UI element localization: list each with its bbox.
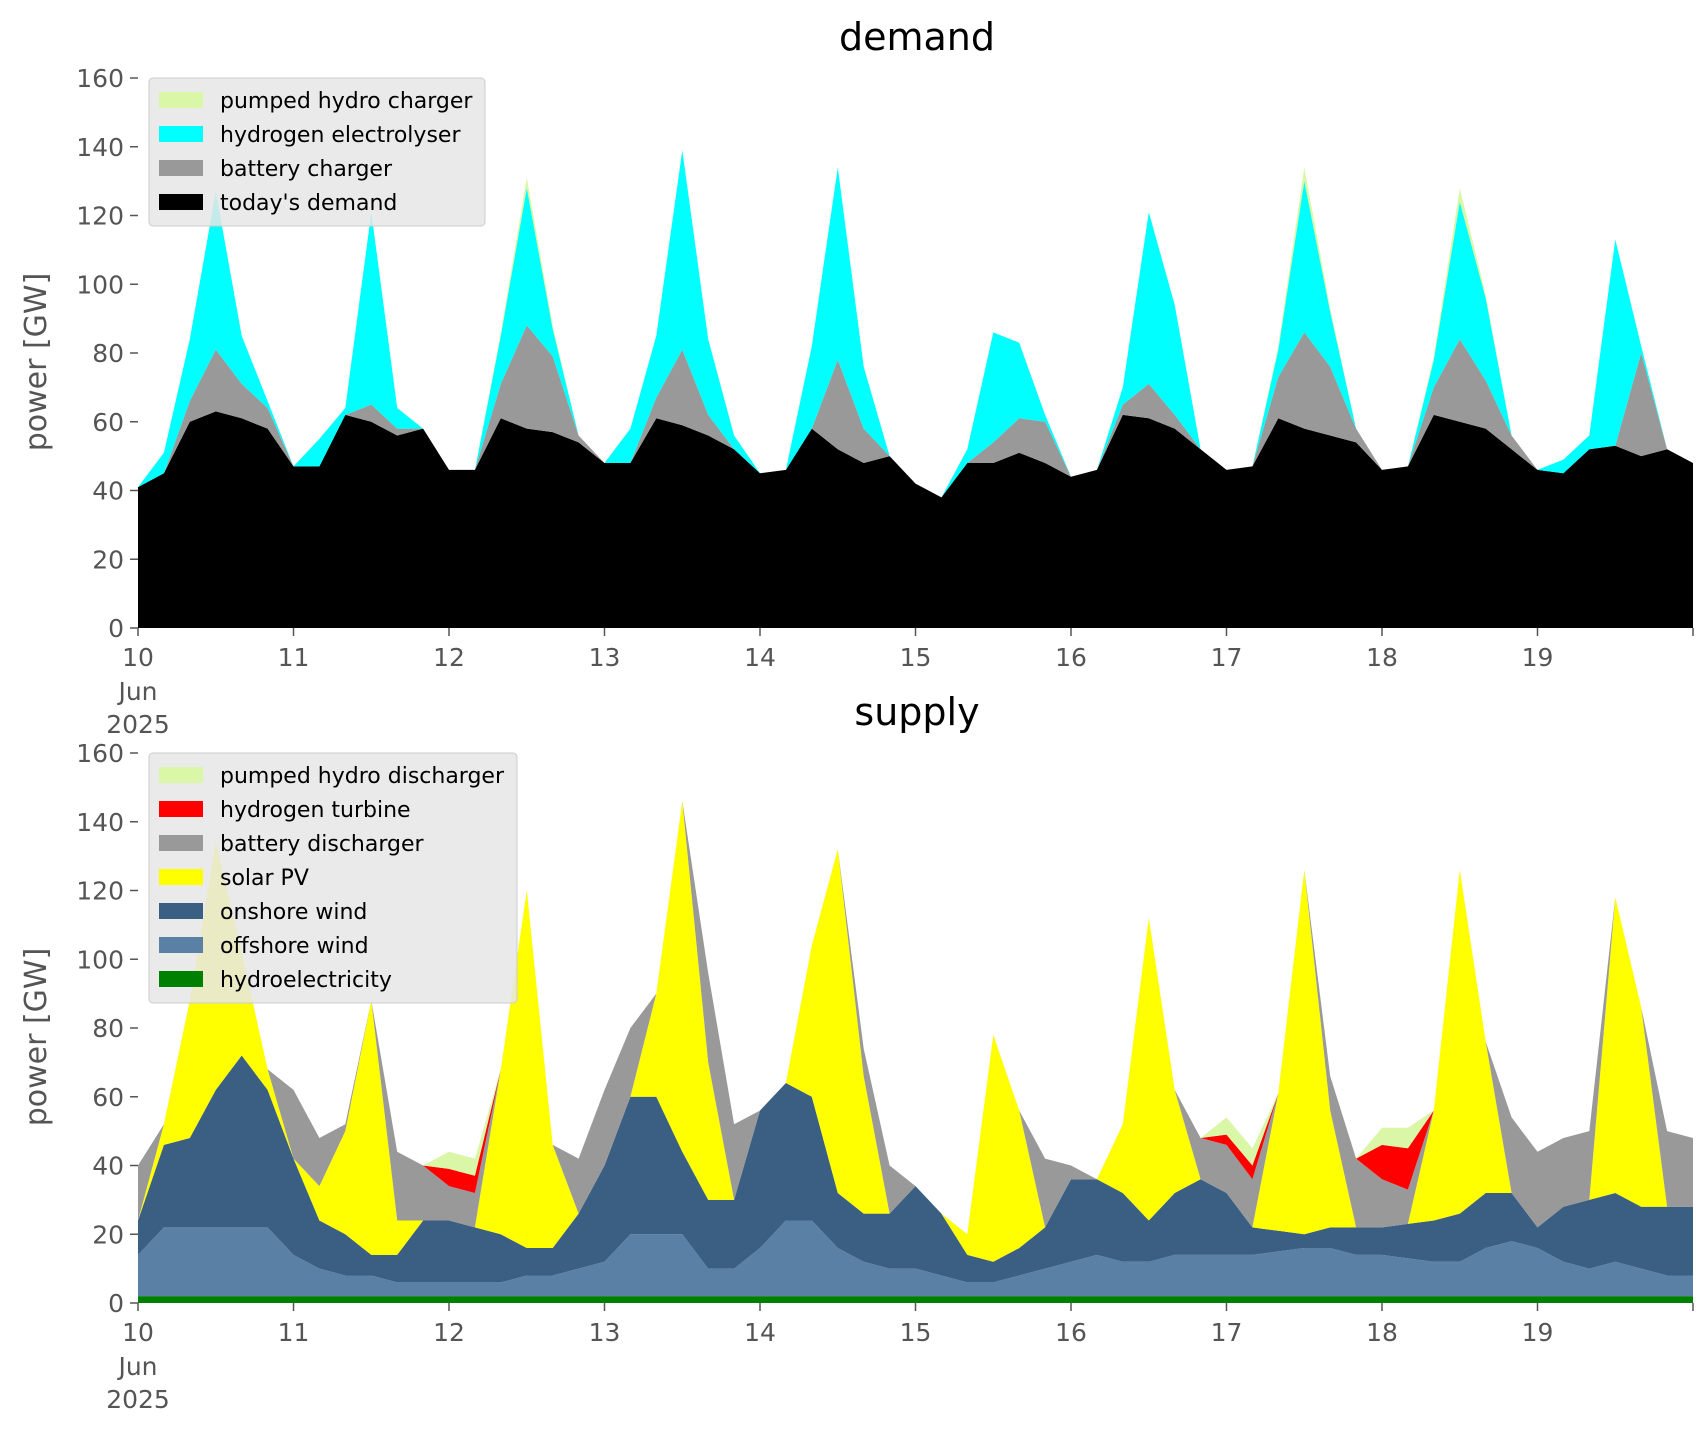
demand-xtick-label: 14 [744, 643, 776, 672]
supply-area-hydroelectricity [138, 1296, 1693, 1303]
demand-ytick-label: 0 [108, 614, 124, 643]
supply-ytick-label: 140 [76, 808, 124, 837]
supply-legend-swatch-solar-pv [159, 869, 203, 885]
supply-ytick-label: 0 [108, 1289, 124, 1318]
demand-y-axis: 0 20 40 60 80 100 120 140 160 [76, 64, 138, 643]
demand-ytick-label: 20 [92, 545, 124, 574]
demand-xtick-label: 10 [122, 643, 154, 672]
supply-ytick-label: 120 [76, 877, 124, 906]
supply-ylabel: power [GW] [19, 948, 54, 1127]
demand-ytick-label: 40 [92, 477, 124, 506]
demand-legend-label-pumped-hydro-charger: pumped hydro charger [220, 89, 473, 114]
demand-areas [138, 150, 1693, 628]
demand-area-battery-charger [138, 325, 1693, 498]
supply-legend-label-hydroelectricity: hydroelectricity [220, 968, 392, 993]
demand-ytick-label: 60 [92, 408, 124, 437]
supply-ytick-label: 20 [92, 1220, 124, 1249]
supply-legend-swatch-offshore-wind [159, 937, 203, 953]
demand-legend-box [148, 77, 486, 227]
supply-xtick-label: 12 [433, 1318, 465, 1347]
demand-legend: pumped hydro charger hydrogen electrolyse… [148, 77, 486, 227]
demand-xtick-label: 17 [1211, 643, 1243, 672]
demand-ytick-label: 120 [76, 202, 124, 231]
supply-xtick-label: 18 [1366, 1318, 1398, 1347]
supply-ytick-label: 40 [92, 1152, 124, 1181]
demand-ylabel: power [GW] [19, 273, 54, 452]
demand-xtick-label: 16 [1055, 643, 1087, 672]
demand-area-today-s-demand [138, 411, 1693, 628]
demand-ytick-label: 140 [76, 133, 124, 162]
supply-y-axis: 0 20 40 60 80 100 120 140 160 [76, 739, 138, 1318]
demand-legend-label-battery-charger: battery charger [220, 157, 393, 182]
demand-xtick-label: 18 [1366, 643, 1398, 672]
supply-xtick-label: 19 [1522, 1318, 1554, 1347]
supply-legend-box [148, 752, 518, 1004]
supply-xtick-label: 16 [1055, 1318, 1087, 1347]
demand-x-axis: 10 11 12 13 14 15 16 17 18 19 Jun 2025 [106, 628, 1694, 739]
supply-area-offshore-wind [138, 1220, 1693, 1297]
demand-xtick-sublabel: Jun [116, 677, 157, 706]
demand-xtick-label: 12 [433, 643, 465, 672]
supply-xtick-sublabel: 2025 [106, 1385, 170, 1414]
supply-x-axis: 10 11 12 13 14 15 16 17 18 19 Jun 2025 [106, 1303, 1694, 1414]
demand-xtick-sublabel: 2025 [106, 710, 170, 739]
demand-legend-label-today-s-demand: today's demand [220, 191, 397, 216]
supply-legend-swatch-battery-discharger [159, 835, 203, 851]
supply-xtick-label: 11 [278, 1318, 310, 1347]
supply-xtick-sublabel: Jun [116, 1352, 157, 1381]
demand-title: demand [839, 15, 995, 59]
demand-legend-swatch-today-s-demand [159, 194, 203, 210]
supply-xtick-label: 14 [744, 1318, 776, 1347]
demand-legend-label-hydrogen-electrolyser: hydrogen electrolyser [220, 123, 461, 148]
demand-ytick-label: 80 [92, 339, 124, 368]
supply-legend-swatch-hydroelectricity [159, 971, 203, 987]
demand-xtick-label: 11 [278, 643, 310, 672]
demand-area-hydrogen-electrolyser [138, 150, 1693, 498]
demand-xtick-label: 13 [589, 643, 621, 672]
supply-ytick-label: 80 [92, 1014, 124, 1043]
supply-legend-label-hydrogen-turbine: hydrogen turbine [220, 798, 411, 823]
supply-legend-swatch-onshore-wind [159, 903, 203, 919]
supply-legend-label-solar-pv: solar PV [220, 866, 309, 891]
supply-area-onshore-wind [138, 1055, 1693, 1283]
supply-legend-label-offshore-wind: offshore wind [220, 934, 369, 959]
supply-title: supply [854, 690, 979, 734]
supply-legend-label-battery-discharger: battery discharger [220, 832, 425, 857]
supply-legend-swatch-hydrogen-turbine [159, 801, 203, 817]
supply-legend-label-onshore-wind: onshore wind [220, 900, 367, 925]
supply-area-solar-pv [138, 801, 1693, 1262]
supply-panel: supply power [GW] 020406080100120140160 … [19, 690, 1694, 1414]
demand-legend-swatch-battery-charger [159, 160, 203, 176]
supply-xtick-label: 13 [589, 1318, 621, 1347]
supply-ytick-label: 100 [76, 945, 124, 974]
supply-areas [138, 801, 1693, 1303]
supply-ytick-label: 160 [76, 739, 124, 768]
demand-xtick-label: 19 [1522, 643, 1554, 672]
supply-legend: pumped hydro discharger hydrogen turbine b… [148, 752, 518, 1004]
demand-ytick-label: 160 [76, 64, 124, 93]
supply-xtick-label: 17 [1211, 1318, 1243, 1347]
demand-panel: demand power [GW] 020406080100120140160 … [19, 15, 1694, 739]
supply-ytick-label: 60 [92, 1083, 124, 1112]
supply-legend-swatch-pumped-hydro-discharger [159, 767, 203, 783]
demand-ytick-label: 100 [76, 270, 124, 299]
supply-area-battery-discharger [138, 801, 1693, 1235]
supply-legend-label-pumped-hydro-discharger: pumped hydro discharger [220, 764, 505, 789]
demand-legend-swatch-hydrogen-electrolyser [159, 126, 203, 142]
demand-xtick-label: 15 [900, 643, 932, 672]
demand-legend-swatch-pumped-hydro-charger [159, 92, 203, 108]
supply-xtick-label: 15 [900, 1318, 932, 1347]
supply-xtick-label: 10 [122, 1318, 154, 1347]
